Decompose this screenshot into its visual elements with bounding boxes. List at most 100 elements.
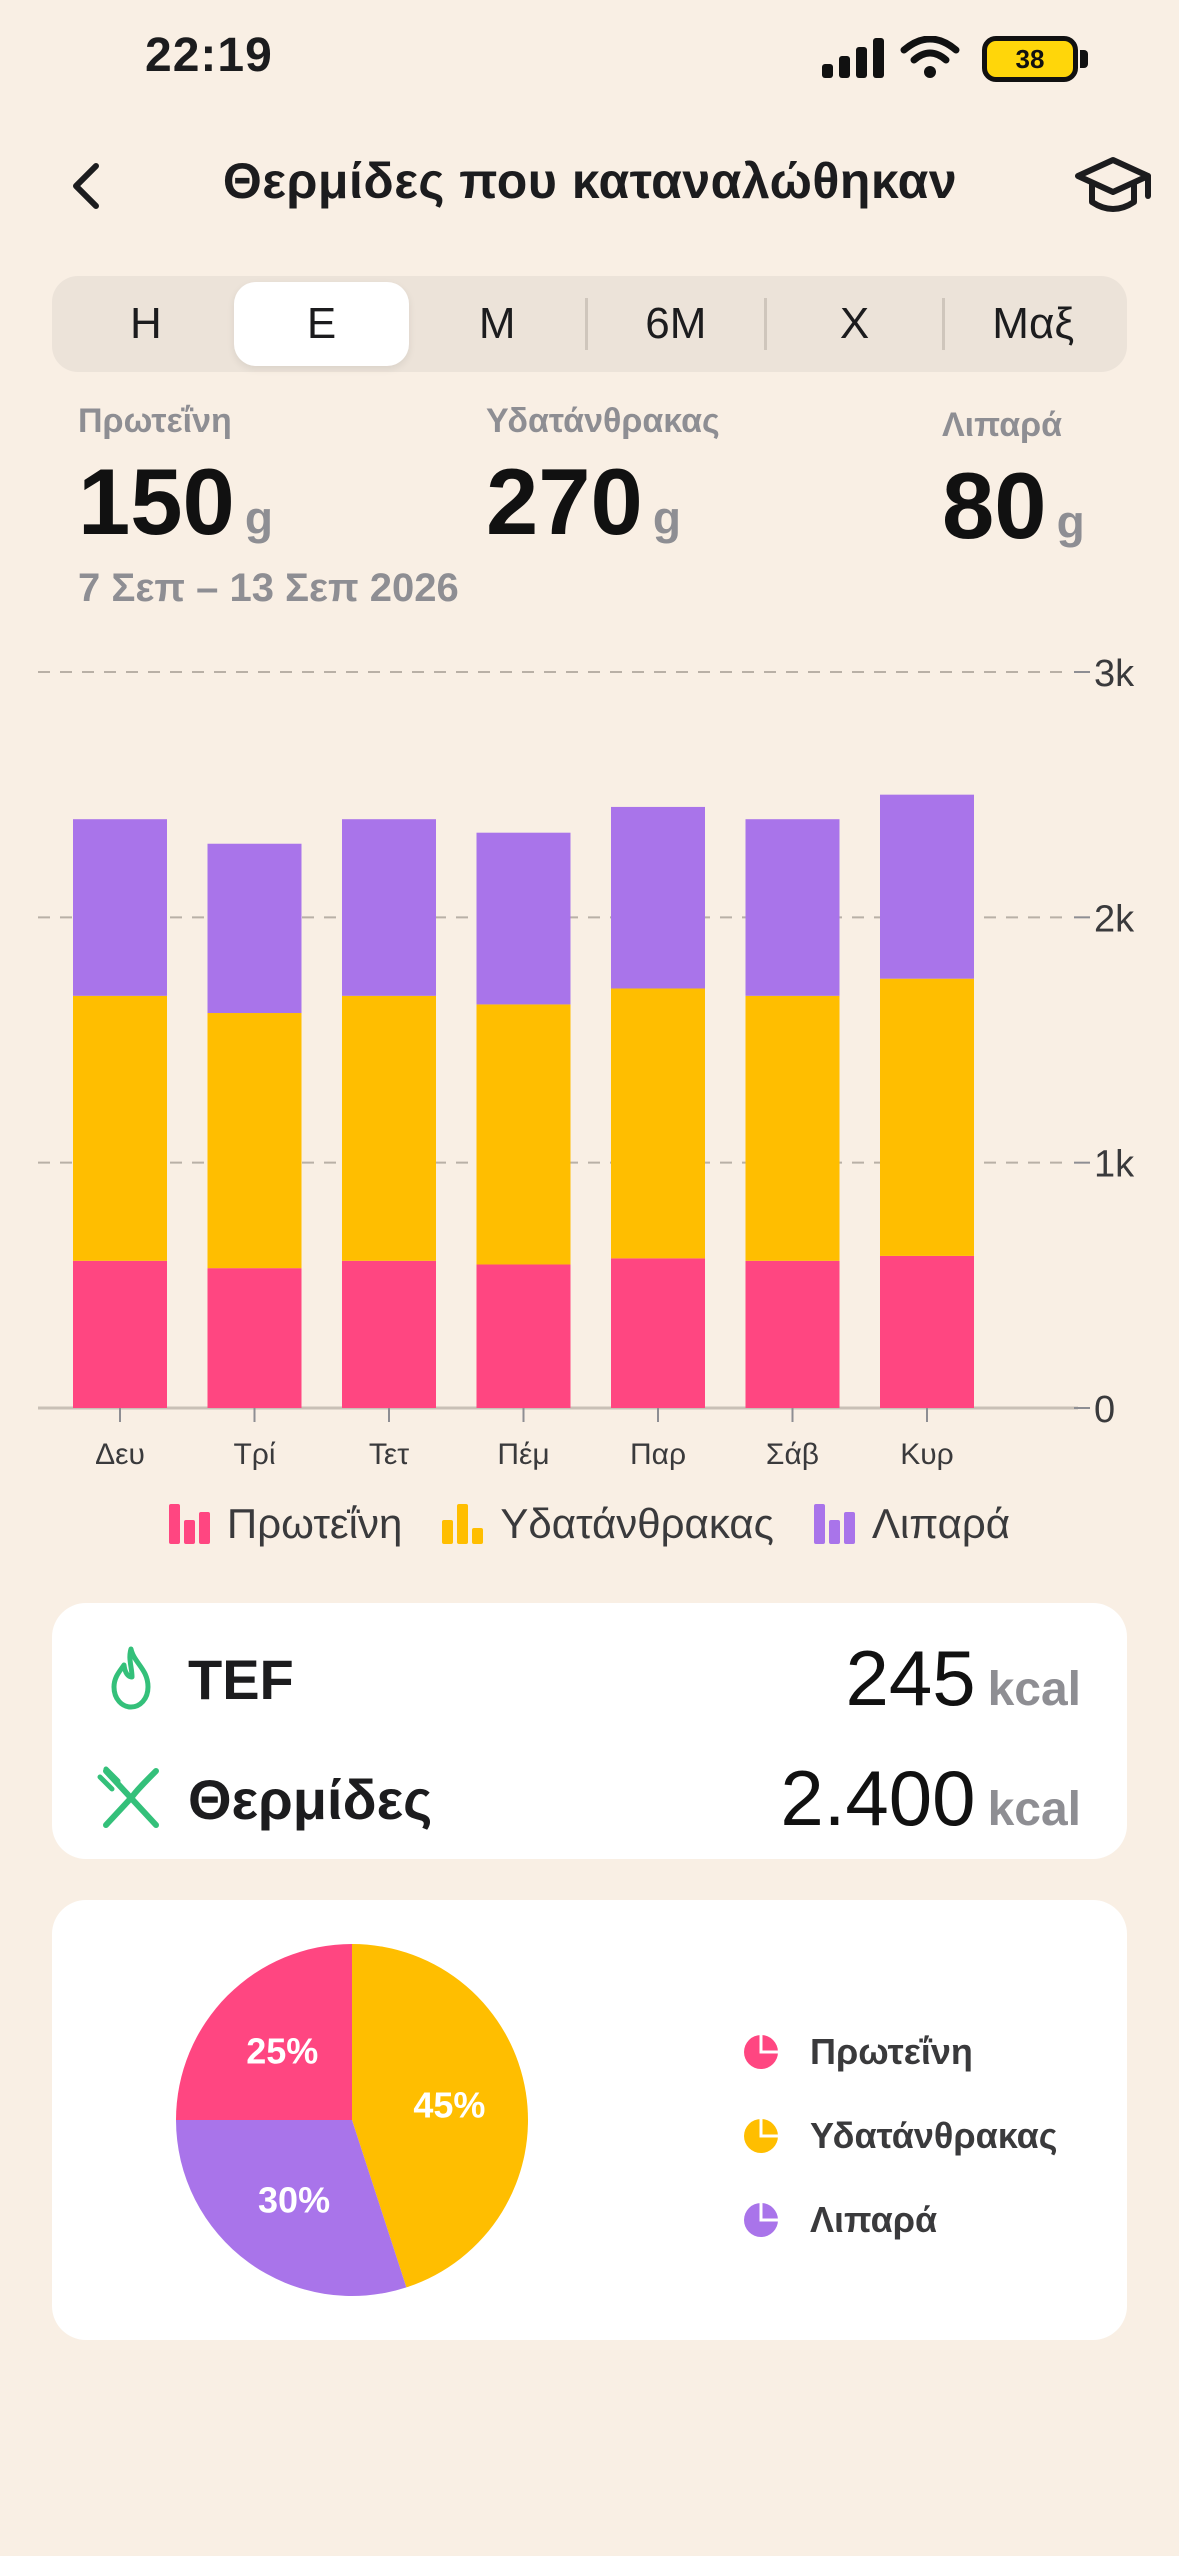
bar-protein[interactable] [611,1258,705,1408]
bar-carbs[interactable] [745,995,840,1261]
pie-slice-label: 25% [246,2030,318,2071]
bar-protein[interactable] [880,1255,974,1408]
battery-level: 38 [982,36,1078,82]
bar-fat[interactable] [476,832,571,1005]
bar-fat[interactable] [611,806,705,989]
x-tick-label: Τετ [369,1438,409,1471]
carbs-label: Υδατάνθρακας [486,402,720,440]
bar-carbs[interactable] [73,995,167,1261]
x-tick-label: Παρ [630,1438,686,1471]
back-chevron-icon[interactable] [60,156,110,216]
pie-slice[interactable] [176,2120,407,2296]
segment-divider [942,298,946,350]
segment-max[interactable]: Μαξ [992,299,1075,348]
energy-card: TEF 245 kcal Θερμίδες 2.400 kcal [52,1603,1127,1859]
pie-slice[interactable] [176,1944,352,2120]
protein-value: 150 [78,449,235,554]
x-tick-label: Σάβ [766,1438,819,1471]
calories-row: Θερμίδες 2.400 kcal [52,1747,1127,1847]
y-tick-label: 0 [1094,1389,1115,1431]
bar-chart-icon [813,1504,858,1544]
protein-unit: g [244,492,273,544]
legend-carbs: Υδατάνθρακας [442,1500,774,1548]
x-tick-label: Τρί [233,1438,275,1471]
pie-legend-carbs: Υδατάνθρακας [742,2094,1057,2178]
calories-label: Θερμίδες [188,1768,433,1831]
bar-fat[interactable] [745,819,840,996]
battery-icon: 38 [982,36,1088,82]
macro-pie-card: 45% 30% 25% Πρωτεΐνη Υδατάνθρακας Λιπαρά [52,1900,1127,2340]
pie-legend-protein: Πρωτεΐνη [742,2010,1057,2094]
carbs-value: 270 [486,449,643,554]
segment-month[interactable]: Μ [478,299,516,348]
period-segmented-control: Η Ε Μ 6Μ Χ Μαξ [52,276,1127,372]
bar-carbs[interactable] [342,995,436,1261]
bar-carbs[interactable] [880,978,974,1256]
flame-icon [111,1646,151,1710]
bar-carbs[interactable] [611,988,705,1259]
segment-6-months[interactable]: 6Μ [645,299,707,348]
bar-fat[interactable] [880,794,974,979]
bar-chart-icon [442,1504,486,1544]
legend-fat: Λιπαρά [813,1500,1011,1548]
pie-slice-label: 45% [413,2085,485,2126]
fat-value: 80 [942,453,1047,558]
pie-slice[interactable] [352,1944,528,2288]
bar-fat[interactable] [207,843,302,1014]
segment-week[interactable]: Ε [233,282,410,366]
fat-label: Λιπαρά [942,406,1063,444]
pie-legend: Πρωτεΐνη Υδατάνθρακας Λιπαρά [742,2010,1057,2262]
bar-protein[interactable] [207,1268,302,1408]
y-tick-label: 3k [1094,653,1135,695]
fork-knife-icon [97,1766,159,1828]
pie-legend-fat-label: Λιπαρά [810,2199,938,2240]
bar-fat[interactable] [342,819,436,996]
wifi-icon [900,36,960,78]
bar-protein[interactable] [342,1260,436,1408]
fat-unit: g [1056,496,1085,548]
bar-protein[interactable] [745,1260,840,1408]
macro-pie-chart: 45% 30% 25% [176,1944,528,2296]
pie-slice-icon [744,2119,778,2153]
bar-fat[interactable] [73,819,167,996]
legend-carbs-label: Υδατάνθρακας [500,1500,774,1547]
tef-value: 245 [845,1634,976,1722]
pie-legend-carbs-label: Υδατάνθρακας [810,2115,1058,2156]
date-range: 7 Σεπ – 13 Σεπ 2026 [78,566,459,610]
tef-unit: kcal [987,1663,1081,1716]
pie-legend-protein-label: Πρωτεΐνη [810,2031,973,2072]
pie-slice-icon [744,2203,778,2237]
bar-chart-icon [168,1504,213,1544]
segment-day[interactable]: Η [129,299,162,348]
segment-year[interactable]: Χ [839,299,870,348]
bar-carbs[interactable] [207,1013,302,1269]
tef-label: TEF [188,1648,294,1711]
tef-row: TEF 245 kcal [52,1627,1127,1727]
fat-stat: Λιπαρά 80 g [942,406,1085,553]
bar-carbs[interactable] [476,1004,571,1265]
page-title: Θερμίδες που καταναλώθηκαν [222,153,958,209]
pie-slice-label: 30% [258,2180,330,2221]
calories-unit: kcal [987,1783,1081,1836]
chart-legend: Πρωτεΐνη Υδατάνθρακας Λιπαρά [0,1500,1179,1548]
segment-divider [585,298,589,350]
calories-value: 2.400 [780,1754,976,1842]
legend-fat-label: Λιπαρά [871,1500,1011,1547]
protein-label: Πρωτεΐνη [78,402,232,440]
legend-protein: Πρωτεΐνη [168,1500,403,1548]
bar-protein[interactable] [476,1264,571,1408]
cellular-signal-icon [822,38,884,78]
legend-protein-label: Πρωτεΐνη [226,1500,403,1547]
carbs-unit: g [652,492,681,544]
stacked-bar-chart: 0 1k 2k 3k Δευ Τρί Τετ Πέμ Παρ Σάβ Κυρ [38,653,1135,1471]
graduation-cap-icon[interactable] [1072,150,1154,222]
y-tick-label: 2k [1094,898,1135,940]
bar-protein[interactable] [73,1260,167,1408]
pie-slice-icon [744,2035,778,2069]
status-bar: 22:19 38 [0,0,1179,120]
carbs-stat: Υδατάνθρακας 270 g [486,402,720,549]
y-tick-label: 1k [1094,1144,1135,1186]
x-tick-label: Κυρ [900,1438,953,1471]
x-tick-label: Δευ [95,1438,145,1471]
pie-legend-fat: Λιπαρά [742,2178,1057,2262]
